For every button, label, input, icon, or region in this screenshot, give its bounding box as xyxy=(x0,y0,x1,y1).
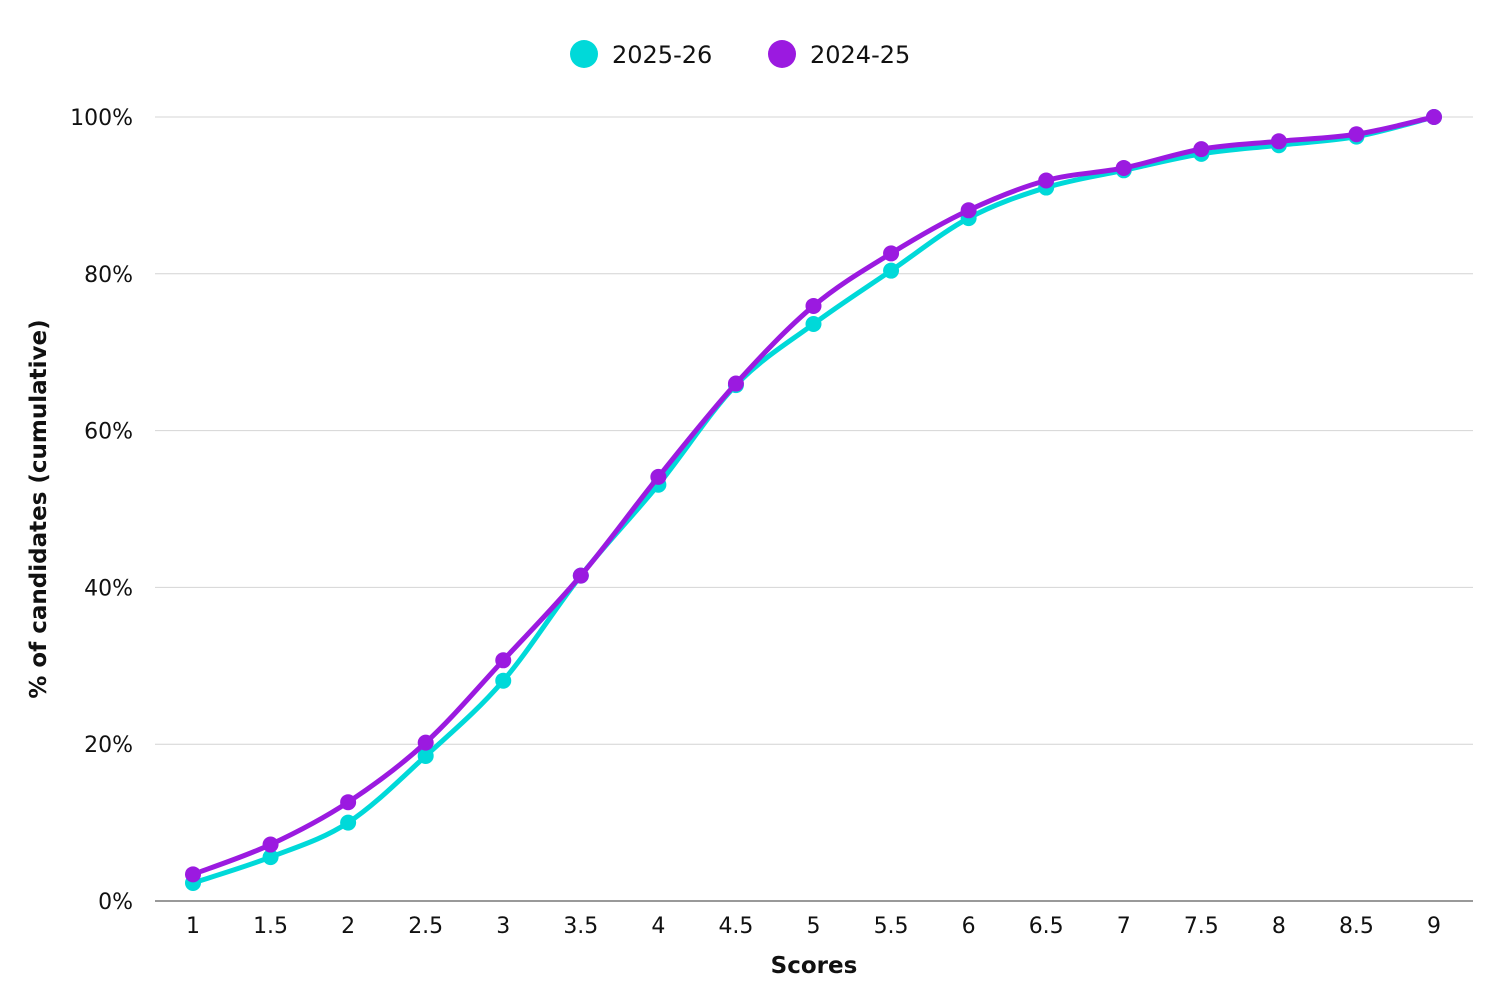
series-lines xyxy=(185,109,1442,891)
data-point xyxy=(572,567,589,584)
x-tick-label: 3.5 xyxy=(563,914,598,939)
data-point xyxy=(340,814,357,831)
x-tick-labels: 1 1.5 2 2.5 3 3.5 4 4.5 5 5.5 6 6.5 7 7.5 8 8.5 9 xyxy=(186,914,1441,939)
data-point xyxy=(805,297,822,314)
x-tick-label: 8.5 xyxy=(1339,914,1374,939)
x-tick-label: 5.5 xyxy=(874,914,909,939)
x-axis-title: Scores xyxy=(771,953,858,979)
data-point xyxy=(650,468,667,485)
data-point xyxy=(1038,172,1055,189)
data-point xyxy=(1270,133,1287,150)
y-tick-label: 60% xyxy=(84,420,133,445)
data-point xyxy=(1193,141,1210,158)
y-tick-labels: 0% 20% 40% 60% 80% 100% xyxy=(70,106,133,915)
x-tick-label: 4.5 xyxy=(718,914,753,939)
y-tick-label: 80% xyxy=(84,263,133,288)
x-tick-label: 6.5 xyxy=(1029,914,1064,939)
legend-item: 2024-25 xyxy=(768,40,910,69)
legend-label: 2025-26 xyxy=(612,41,712,69)
data-point xyxy=(805,315,822,332)
y-tick-label: 20% xyxy=(84,733,133,758)
legend-marker xyxy=(570,40,598,68)
x-tick-label: 2 xyxy=(341,914,355,939)
y-tick-label: 40% xyxy=(84,576,133,601)
x-tick-label: 6 xyxy=(962,914,976,939)
data-point xyxy=(185,866,201,883)
data-point xyxy=(495,672,512,689)
legend: 2025-26 2024-25 xyxy=(570,40,910,69)
data-point xyxy=(417,734,434,751)
x-tick-label: 3 xyxy=(496,914,510,939)
data-point xyxy=(495,652,512,669)
series-line xyxy=(190,114,1437,886)
data-point xyxy=(1348,126,1365,143)
data-point xyxy=(883,245,900,262)
data-point xyxy=(1115,159,1132,176)
data-point xyxy=(262,836,279,853)
x-tick-label: 9 xyxy=(1427,914,1441,939)
x-tick-label: 4 xyxy=(651,914,665,939)
x-tick-label: 2.5 xyxy=(408,914,443,939)
data-point xyxy=(262,849,279,866)
x-tick-label: 1 xyxy=(186,914,200,939)
data-point xyxy=(883,262,900,279)
y-axis-title: % of candidates (cumulative) xyxy=(26,319,52,698)
legend-item: 2025-26 xyxy=(570,40,712,69)
x-tick-label: 5 xyxy=(807,914,821,939)
gridlines xyxy=(155,116,1473,745)
y-tick-label: 0% xyxy=(98,890,133,915)
x-tick-label: 8 xyxy=(1272,914,1286,939)
x-tick-label: 1.5 xyxy=(253,914,288,939)
data-point xyxy=(960,202,977,219)
y-tick-label: 100% xyxy=(70,106,133,131)
x-tick-label: 7 xyxy=(1117,914,1131,939)
data-point xyxy=(1426,109,1442,125)
data-point xyxy=(340,794,357,811)
data-point xyxy=(417,747,434,764)
series-line xyxy=(190,114,1437,877)
legend-label: 2024-25 xyxy=(810,41,910,69)
series-2 xyxy=(185,109,1442,883)
series-1 xyxy=(185,109,1442,891)
legend-marker xyxy=(768,40,796,68)
x-tick-label: 7.5 xyxy=(1184,914,1219,939)
data-point xyxy=(727,375,744,392)
